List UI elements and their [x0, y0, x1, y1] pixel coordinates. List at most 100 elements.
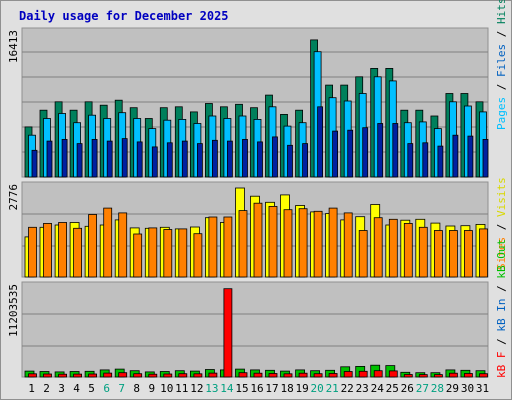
day-label: 7: [118, 382, 125, 395]
day-label: 14: [220, 382, 234, 395]
day-label: 4: [73, 382, 80, 395]
legend-entry: /: [495, 77, 508, 97]
bar-kb-out: [178, 373, 188, 378]
bar-sites: [463, 230, 473, 278]
day-label: 26: [401, 382, 414, 395]
bar-pages: [91, 138, 98, 178]
bar-pages: [31, 149, 38, 178]
bar-pages: [106, 140, 113, 178]
bar-sites: [43, 222, 52, 278]
bar-pages: [226, 140, 233, 178]
bar-kb-out: [433, 374, 443, 378]
legend-entry: Files: [495, 44, 508, 77]
legend-entry: /: [495, 332, 508, 352]
day-label: 1: [28, 382, 35, 395]
bar-kb-out: [103, 372, 113, 378]
bar-sites: [148, 227, 158, 278]
legend-entry: Pages: [495, 97, 508, 130]
day-label: 19: [295, 382, 308, 395]
bar-pages: [452, 134, 459, 178]
bar-sites: [268, 205, 278, 278]
bar-pages: [272, 136, 278, 178]
bar-kb-out: [463, 373, 473, 378]
bar-kb-out: [418, 374, 428, 378]
bar-sites: [358, 230, 368, 278]
day-label: 18: [280, 382, 293, 395]
legend-entry: kB F: [495, 352, 508, 379]
bar-kb-out: [163, 373, 173, 378]
bar-kb-out: [283, 373, 293, 378]
bar-pages: [181, 140, 188, 178]
bar-sites: [118, 212, 128, 278]
bar-pages: [46, 140, 53, 178]
bar-kb-out: [193, 373, 203, 378]
bar-kb-out: [479, 373, 488, 378]
day-label: 12: [190, 382, 203, 395]
bar-kb-out: [313, 373, 323, 378]
bar-kb-out: [73, 373, 82, 378]
day-label: 21: [326, 382, 339, 395]
day-label: 17: [265, 382, 278, 395]
bar-kb-out: [253, 372, 263, 378]
scale-label: 16413: [7, 30, 20, 63]
bar-pages: [392, 123, 399, 178]
bar-sites: [208, 216, 218, 278]
bar-kb-out: [298, 372, 308, 378]
bar-kb-out: [43, 373, 52, 378]
legend-kb-panel: kB F / kB In / kB Out: [495, 239, 508, 378]
bar-sites: [103, 207, 113, 278]
day-label: 24: [371, 382, 385, 395]
day-label: 6: [103, 382, 110, 395]
bar-kb-out: [118, 372, 128, 378]
bar-sites: [418, 226, 428, 278]
bar-sites: [448, 230, 458, 278]
day-label: 13: [205, 382, 218, 395]
bar-sites: [373, 217, 383, 278]
bar-kb-out: [388, 370, 398, 378]
bar-sites: [223, 216, 233, 278]
bar-kb-out: [268, 373, 278, 378]
legend-entry: Sites: [495, 237, 508, 270]
legend-entry: kB Out: [495, 239, 508, 279]
bar-pages: [151, 146, 158, 178]
bar-kb-out: [343, 371, 353, 378]
day-label: 23: [356, 382, 369, 395]
legend-entry: Visits: [495, 177, 508, 217]
bar-sites: [163, 229, 173, 278]
bar-sites: [298, 208, 308, 278]
legend-entry: Hits: [495, 0, 508, 24]
bar-pages: [61, 138, 68, 178]
bar-kb-out: [448, 372, 458, 378]
day-label: 28: [431, 382, 444, 395]
bar-kb-out: [133, 373, 143, 378]
bar-pages: [242, 138, 248, 178]
chart-title: Daily usage for December 2025: [19, 9, 229, 23]
bar-kb-out: [403, 374, 413, 378]
bar-pages: [347, 129, 354, 178]
bar-pages: [211, 139, 218, 178]
legend-entry: kB In: [495, 299, 508, 332]
legend-visits-panel: Sites / Visits: [495, 177, 508, 270]
bar-kb-out: [238, 372, 248, 378]
bar-sites: [433, 230, 443, 278]
bar-pages: [437, 145, 444, 178]
bar-kb-out: [148, 373, 158, 378]
legend-hits-panel: Pages / Files / Hits: [495, 0, 508, 130]
bar-sites: [479, 228, 488, 278]
bar-pages: [136, 141, 143, 178]
legend-entry: /: [495, 24, 508, 44]
day-label: 15: [235, 382, 248, 395]
bar-sites: [58, 222, 67, 278]
day-label: 31: [476, 382, 489, 395]
day-label: 9: [148, 382, 155, 395]
bar-sites: [238, 210, 248, 278]
bar-pages: [467, 135, 474, 178]
bar-pages: [332, 130, 339, 178]
bar-kb-out: [373, 370, 383, 378]
bar-pages: [482, 138, 489, 178]
bar-pages: [257, 141, 263, 178]
bar-sites: [283, 209, 293, 278]
day-label: 30: [461, 382, 474, 395]
day-label: 29: [446, 382, 459, 395]
